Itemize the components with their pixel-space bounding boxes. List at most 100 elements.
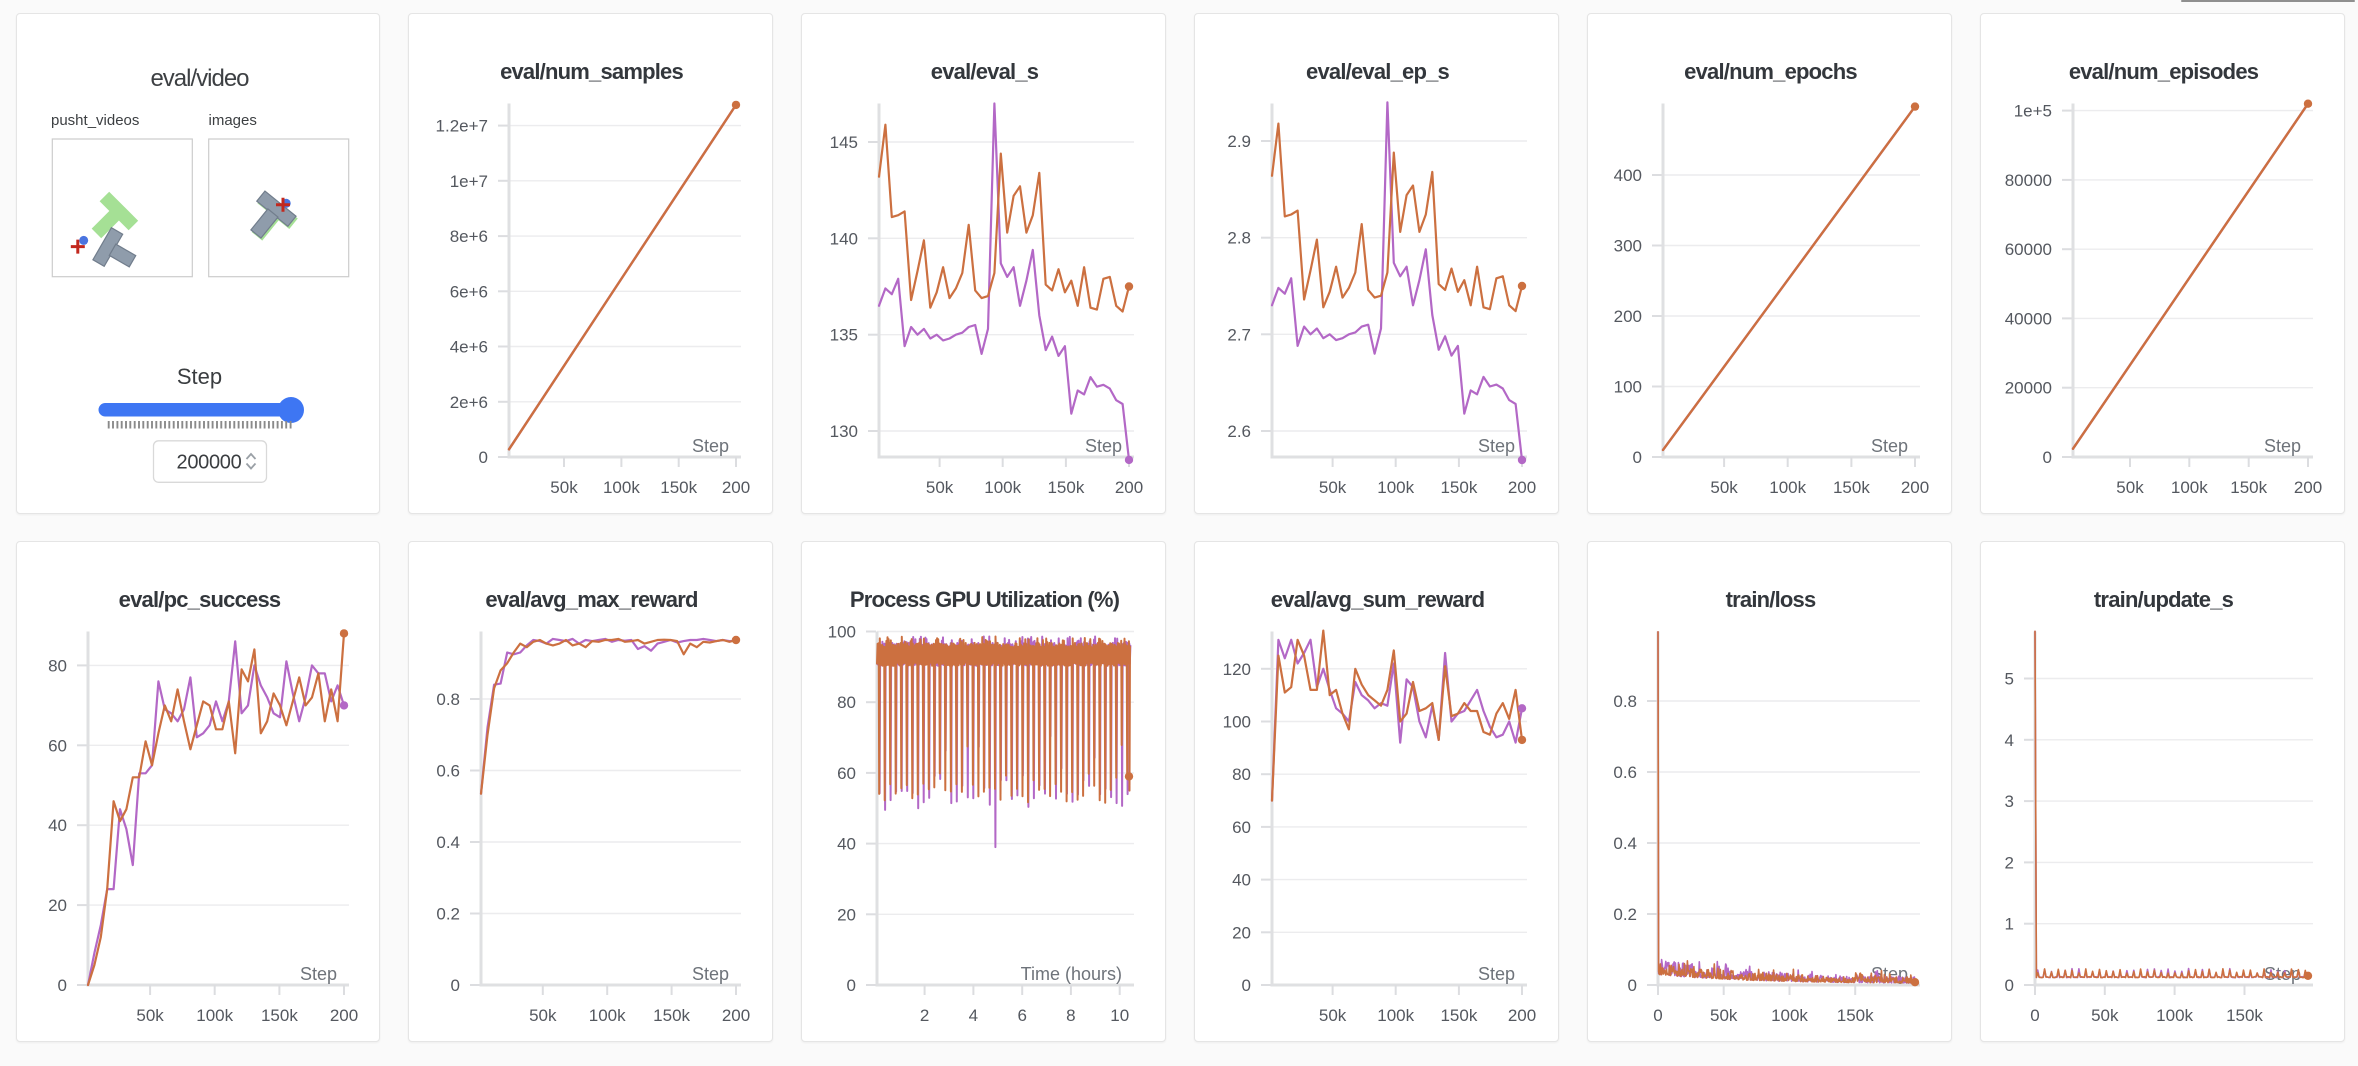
svg-text:0.2: 0.2 xyxy=(437,905,461,924)
svg-text:0: 0 xyxy=(451,976,460,995)
svg-text:eval/avg_max_reward: eval/avg_max_reward xyxy=(486,587,698,612)
svg-text:100k: 100k xyxy=(1377,478,1414,497)
svg-text:Step: Step xyxy=(1478,436,1515,456)
svg-text:Process GPU Utilization (%): Process GPU Utilization (%) xyxy=(850,587,1120,612)
svg-text:0: 0 xyxy=(1633,448,1642,467)
svg-text:150k: 150k xyxy=(2230,478,2267,497)
svg-text:pusht_videos: pusht_videos xyxy=(51,112,139,129)
svg-text:200: 200 xyxy=(722,478,750,497)
svg-text:0.8: 0.8 xyxy=(437,690,461,709)
svg-text:150k: 150k xyxy=(2226,1006,2263,1025)
svg-text:10: 10 xyxy=(1111,1006,1130,1025)
svg-text:Step: Step xyxy=(1871,436,1908,456)
svg-text:200: 200 xyxy=(329,1006,357,1025)
svg-text:200: 200 xyxy=(1508,1006,1536,1025)
svg-text:0: 0 xyxy=(57,976,66,995)
svg-text:150k: 150k xyxy=(260,1006,297,1025)
svg-text:1e+5: 1e+5 xyxy=(2014,102,2052,121)
svg-text:50k: 50k xyxy=(1319,478,1347,497)
svg-text:100k: 100k xyxy=(1377,1006,1414,1025)
svg-text:0: 0 xyxy=(2030,1006,2039,1025)
svg-text:eval/eval_s: eval/eval_s xyxy=(931,59,1039,84)
svg-text:50k: 50k xyxy=(551,478,579,497)
svg-text:2: 2 xyxy=(2005,854,2014,873)
svg-text:200: 200 xyxy=(722,1006,750,1025)
svg-text:100k: 100k xyxy=(589,1006,626,1025)
svg-text:Step: Step xyxy=(692,964,729,984)
svg-text:0: 0 xyxy=(847,976,856,995)
svg-text:0: 0 xyxy=(1628,976,1637,995)
svg-text:train/update_s: train/update_s xyxy=(2094,587,2234,612)
svg-text:100: 100 xyxy=(1223,713,1251,732)
svg-text:20: 20 xyxy=(837,906,856,925)
svg-text:0: 0 xyxy=(2043,448,2052,467)
svg-text:0: 0 xyxy=(479,448,488,467)
svg-text:8e+6: 8e+6 xyxy=(450,227,488,246)
svg-text:0: 0 xyxy=(2005,976,2014,995)
svg-text:140: 140 xyxy=(830,229,858,248)
svg-text:eval/avg_sum_reward: eval/avg_sum_reward xyxy=(1271,587,1485,612)
svg-text:0.2: 0.2 xyxy=(1613,905,1637,924)
svg-text:0.4: 0.4 xyxy=(1613,834,1637,853)
svg-text:150k: 150k xyxy=(1441,1006,1478,1025)
svg-text:50k: 50k xyxy=(529,1006,557,1025)
svg-text:50k: 50k xyxy=(926,478,954,497)
svg-text:300: 300 xyxy=(1614,237,1642,256)
svg-text:Step: Step xyxy=(692,436,729,456)
svg-text:145: 145 xyxy=(830,133,858,152)
svg-text:150k: 150k xyxy=(1048,478,1085,497)
svg-text:0: 0 xyxy=(1242,976,1251,995)
svg-text:2.6: 2.6 xyxy=(1228,422,1252,441)
svg-text:80: 80 xyxy=(48,657,67,676)
svg-text:50k: 50k xyxy=(136,1006,164,1025)
svg-text:Step: Step xyxy=(299,964,336,984)
svg-text:eval/num_samples: eval/num_samples xyxy=(500,59,683,84)
svg-text:1: 1 xyxy=(2005,915,2014,934)
svg-text:1.2e+7: 1.2e+7 xyxy=(436,117,488,136)
svg-text:40: 40 xyxy=(1232,871,1251,890)
svg-text:eval/eval_ep_s: eval/eval_ep_s xyxy=(1306,59,1449,84)
svg-text:150k: 150k xyxy=(1837,1006,1874,1025)
svg-text:50k: 50k xyxy=(1710,1006,1738,1025)
svg-text:60: 60 xyxy=(837,764,856,783)
svg-text:200: 200 xyxy=(1115,478,1143,497)
svg-text:0.6: 0.6 xyxy=(437,762,461,781)
svg-text:200: 200 xyxy=(1508,478,1536,497)
svg-text:20000: 20000 xyxy=(2005,379,2052,398)
svg-text:5: 5 xyxy=(2005,670,2014,689)
svg-text:0.8: 0.8 xyxy=(1613,692,1637,711)
svg-text:train/loss: train/loss xyxy=(1726,587,1816,612)
svg-text:400: 400 xyxy=(1614,166,1642,185)
svg-text:Step: Step xyxy=(1085,436,1122,456)
svg-text:130: 130 xyxy=(830,422,858,441)
svg-text:3: 3 xyxy=(2005,792,2014,811)
svg-text:80: 80 xyxy=(1232,766,1251,785)
svg-text:60000: 60000 xyxy=(2005,240,2052,259)
svg-text:eval/video: eval/video xyxy=(150,65,249,92)
svg-text:40000: 40000 xyxy=(2005,310,2052,329)
svg-text:40: 40 xyxy=(837,835,856,854)
svg-text:0: 0 xyxy=(1653,1006,1662,1025)
svg-text:135: 135 xyxy=(830,326,858,345)
svg-text:100k: 100k xyxy=(2156,1006,2193,1025)
svg-text:150k: 150k xyxy=(654,1006,691,1025)
svg-text:100k: 100k xyxy=(985,478,1022,497)
svg-text:50k: 50k xyxy=(1319,1006,1347,1025)
svg-text:150k: 150k xyxy=(661,478,698,497)
svg-text:0.6: 0.6 xyxy=(1613,763,1637,782)
svg-text:images: images xyxy=(208,112,256,129)
svg-text:4: 4 xyxy=(2005,731,2014,750)
svg-text:6e+6: 6e+6 xyxy=(450,282,488,301)
svg-text:200000: 200000 xyxy=(176,452,241,474)
svg-text:100k: 100k xyxy=(1769,478,1806,497)
svg-text:100: 100 xyxy=(1614,378,1642,397)
svg-text:200: 200 xyxy=(2294,478,2322,497)
svg-text:4: 4 xyxy=(969,1006,978,1025)
svg-text:Step: Step xyxy=(1478,964,1515,984)
svg-text:100: 100 xyxy=(828,623,856,642)
svg-text:1e+7: 1e+7 xyxy=(450,172,488,191)
svg-text:eval/num_episodes: eval/num_episodes xyxy=(2069,59,2259,84)
svg-text:50k: 50k xyxy=(1710,478,1738,497)
svg-text:2.8: 2.8 xyxy=(1228,229,1252,248)
svg-text:Time (hours): Time (hours) xyxy=(1021,964,1122,984)
